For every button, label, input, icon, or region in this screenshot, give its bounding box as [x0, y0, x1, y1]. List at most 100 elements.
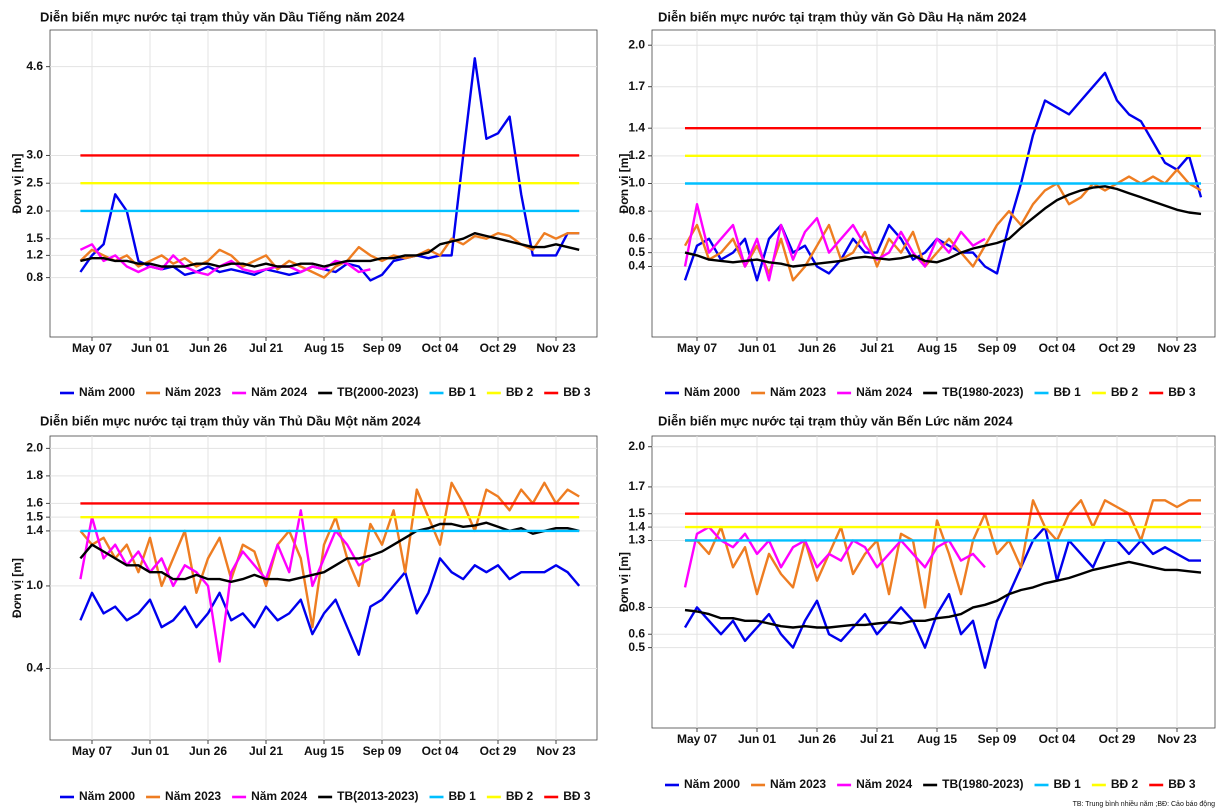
x-tick-label: Jun 26	[798, 341, 836, 355]
y-tick-label: 2.0	[628, 37, 645, 51]
legend-label: Năm 2000	[684, 385, 740, 399]
y-tick-label: 1.7	[628, 479, 645, 493]
y-tick-label: 1.0	[26, 578, 43, 592]
x-tick-label: Jul 21	[249, 744, 283, 758]
x-tick-label: Jun 26	[798, 732, 836, 746]
legend-label: Năm 2023	[770, 385, 826, 399]
series-line	[79, 232, 580, 279]
x-tick-label: Jun 26	[189, 744, 227, 758]
series-line	[683, 525, 986, 588]
x-tick-label: Aug 15	[917, 732, 957, 746]
x-tick-label: Oct 04	[1039, 732, 1076, 746]
legend-label: BĐ 3	[563, 789, 591, 803]
x-tick-label: Oct 29	[1099, 732, 1136, 746]
y-tick-label: 0.8	[628, 203, 645, 217]
series-line	[684, 185, 1202, 268]
footnote: TB: Trung bình nhiều năm ;BĐ: Cảo báo độ…	[1073, 799, 1216, 808]
y-tick-label: 1.4	[26, 523, 43, 537]
legend-label: Năm 2023	[165, 789, 221, 803]
series-line	[79, 557, 581, 656]
y-tick-label: 0.8	[628, 600, 645, 614]
legend-label: Năm 2023	[770, 777, 826, 791]
y-tick-label: 2.5	[26, 175, 43, 189]
legend-label: BĐ 3	[1168, 385, 1196, 399]
y-tick-label: 1.6	[26, 496, 43, 510]
x-tick-label: Nov 23	[536, 744, 576, 758]
x-tick-label: Nov 23	[536, 341, 576, 355]
x-tick-label: May 07	[677, 732, 717, 746]
legend-label: BĐ 2	[506, 385, 534, 399]
x-tick-label: Nov 23	[1157, 341, 1197, 355]
y-tick-label: 0.6	[628, 231, 645, 245]
series-line	[685, 499, 1201, 609]
y-tick-label: 3.0	[26, 148, 43, 162]
x-tick-label: Oct 29	[1099, 341, 1136, 355]
x-tick-label: Aug 15	[304, 341, 344, 355]
y-tick-label: 1.2	[628, 148, 645, 162]
x-tick-label: May 07	[677, 341, 717, 355]
y-tick-label: 1.3	[628, 533, 645, 547]
legend-label: Năm 2000	[79, 789, 135, 803]
series-line	[683, 71, 1203, 282]
legend-label: BĐ 1	[1054, 777, 1082, 791]
y-tick-label: 0.4	[26, 661, 43, 675]
x-tick-label: Jul 21	[249, 341, 283, 355]
x-tick-label: Sep 09	[363, 744, 402, 758]
y-tick-label: 0.5	[628, 245, 645, 259]
x-tick-label: Sep 09	[978, 732, 1017, 746]
x-tick-label: Jun 01	[738, 341, 776, 355]
y-tick-label: 1.0	[628, 176, 645, 190]
legend-label: BĐ 1	[449, 385, 477, 399]
legend-label: Năm 2023	[165, 385, 221, 399]
x-tick-label: Jun 01	[131, 341, 169, 355]
chart-title: Diễn biến mực nước tại trạm thủy văn Gò …	[658, 9, 1027, 24]
panel: Diễn biến mực nước tại trạm thủy văn Dầu…	[10, 9, 598, 399]
y-tick-label: 1.4	[628, 519, 645, 533]
x-tick-label: Jul 21	[860, 732, 894, 746]
legend-label: TB(2013-2023)	[337, 789, 418, 803]
y-tick-label: 1.5	[26, 231, 43, 245]
y-tick-label: 2.0	[26, 441, 43, 455]
legend-label: BĐ 1	[1054, 385, 1082, 399]
x-tick-label: Oct 04	[1039, 341, 1076, 355]
legend-label: TB(2000-2023)	[337, 385, 418, 399]
legend-label: Năm 2024	[251, 385, 307, 399]
legend-label: BĐ 2	[1111, 385, 1139, 399]
legend-label: BĐ 2	[506, 789, 534, 803]
y-tick-label: 0.5	[628, 640, 645, 654]
x-tick-label: Oct 04	[422, 341, 459, 355]
y-tick-label: 1.4	[628, 120, 645, 134]
legend-label: Năm 2000	[684, 777, 740, 791]
y-tick-label: 1.5	[26, 509, 43, 523]
x-tick-label: May 07	[72, 341, 112, 355]
y-tick-label: 4.6	[26, 59, 43, 73]
series-line	[80, 232, 580, 268]
legend-label: Năm 2024	[856, 777, 912, 791]
y-axis-label: Đơn vị [m]	[10, 558, 24, 618]
x-tick-label: Jun 26	[189, 341, 227, 355]
x-tick-label: Aug 15	[304, 744, 344, 758]
series-line	[79, 509, 372, 663]
x-tick-label: Sep 09	[978, 341, 1017, 355]
panel: Diễn biến mực nước tại trạm thủy văn Gò …	[617, 9, 1216, 399]
y-tick-label: 0.6	[628, 626, 645, 640]
y-tick-label: 2.0	[26, 203, 43, 217]
legend-label: BĐ 3	[1168, 777, 1196, 791]
x-tick-label: Oct 04	[422, 744, 459, 758]
legend-label: TB(1980-2023)	[942, 385, 1023, 399]
x-tick-label: Nov 23	[1157, 732, 1197, 746]
x-tick-label: Oct 29	[480, 744, 517, 758]
series-line	[683, 203, 986, 282]
y-tick-label: 0.4	[628, 259, 645, 273]
y-tick-label: 1.2	[26, 248, 43, 262]
legend-label: BĐ 3	[563, 385, 591, 399]
plot-area	[651, 435, 1216, 729]
chart-title: Diễn biến mực nước tại trạm thủy văn Thủ…	[40, 413, 421, 428]
y-tick-label: 1.7	[628, 79, 645, 93]
series-line	[684, 560, 1202, 629]
x-tick-label: May 07	[72, 744, 112, 758]
series-line	[79, 521, 580, 583]
y-axis-label: Đơn vị [m]	[617, 552, 631, 612]
legend-label: Năm 2024	[251, 789, 307, 803]
x-tick-label: Jun 01	[738, 732, 776, 746]
